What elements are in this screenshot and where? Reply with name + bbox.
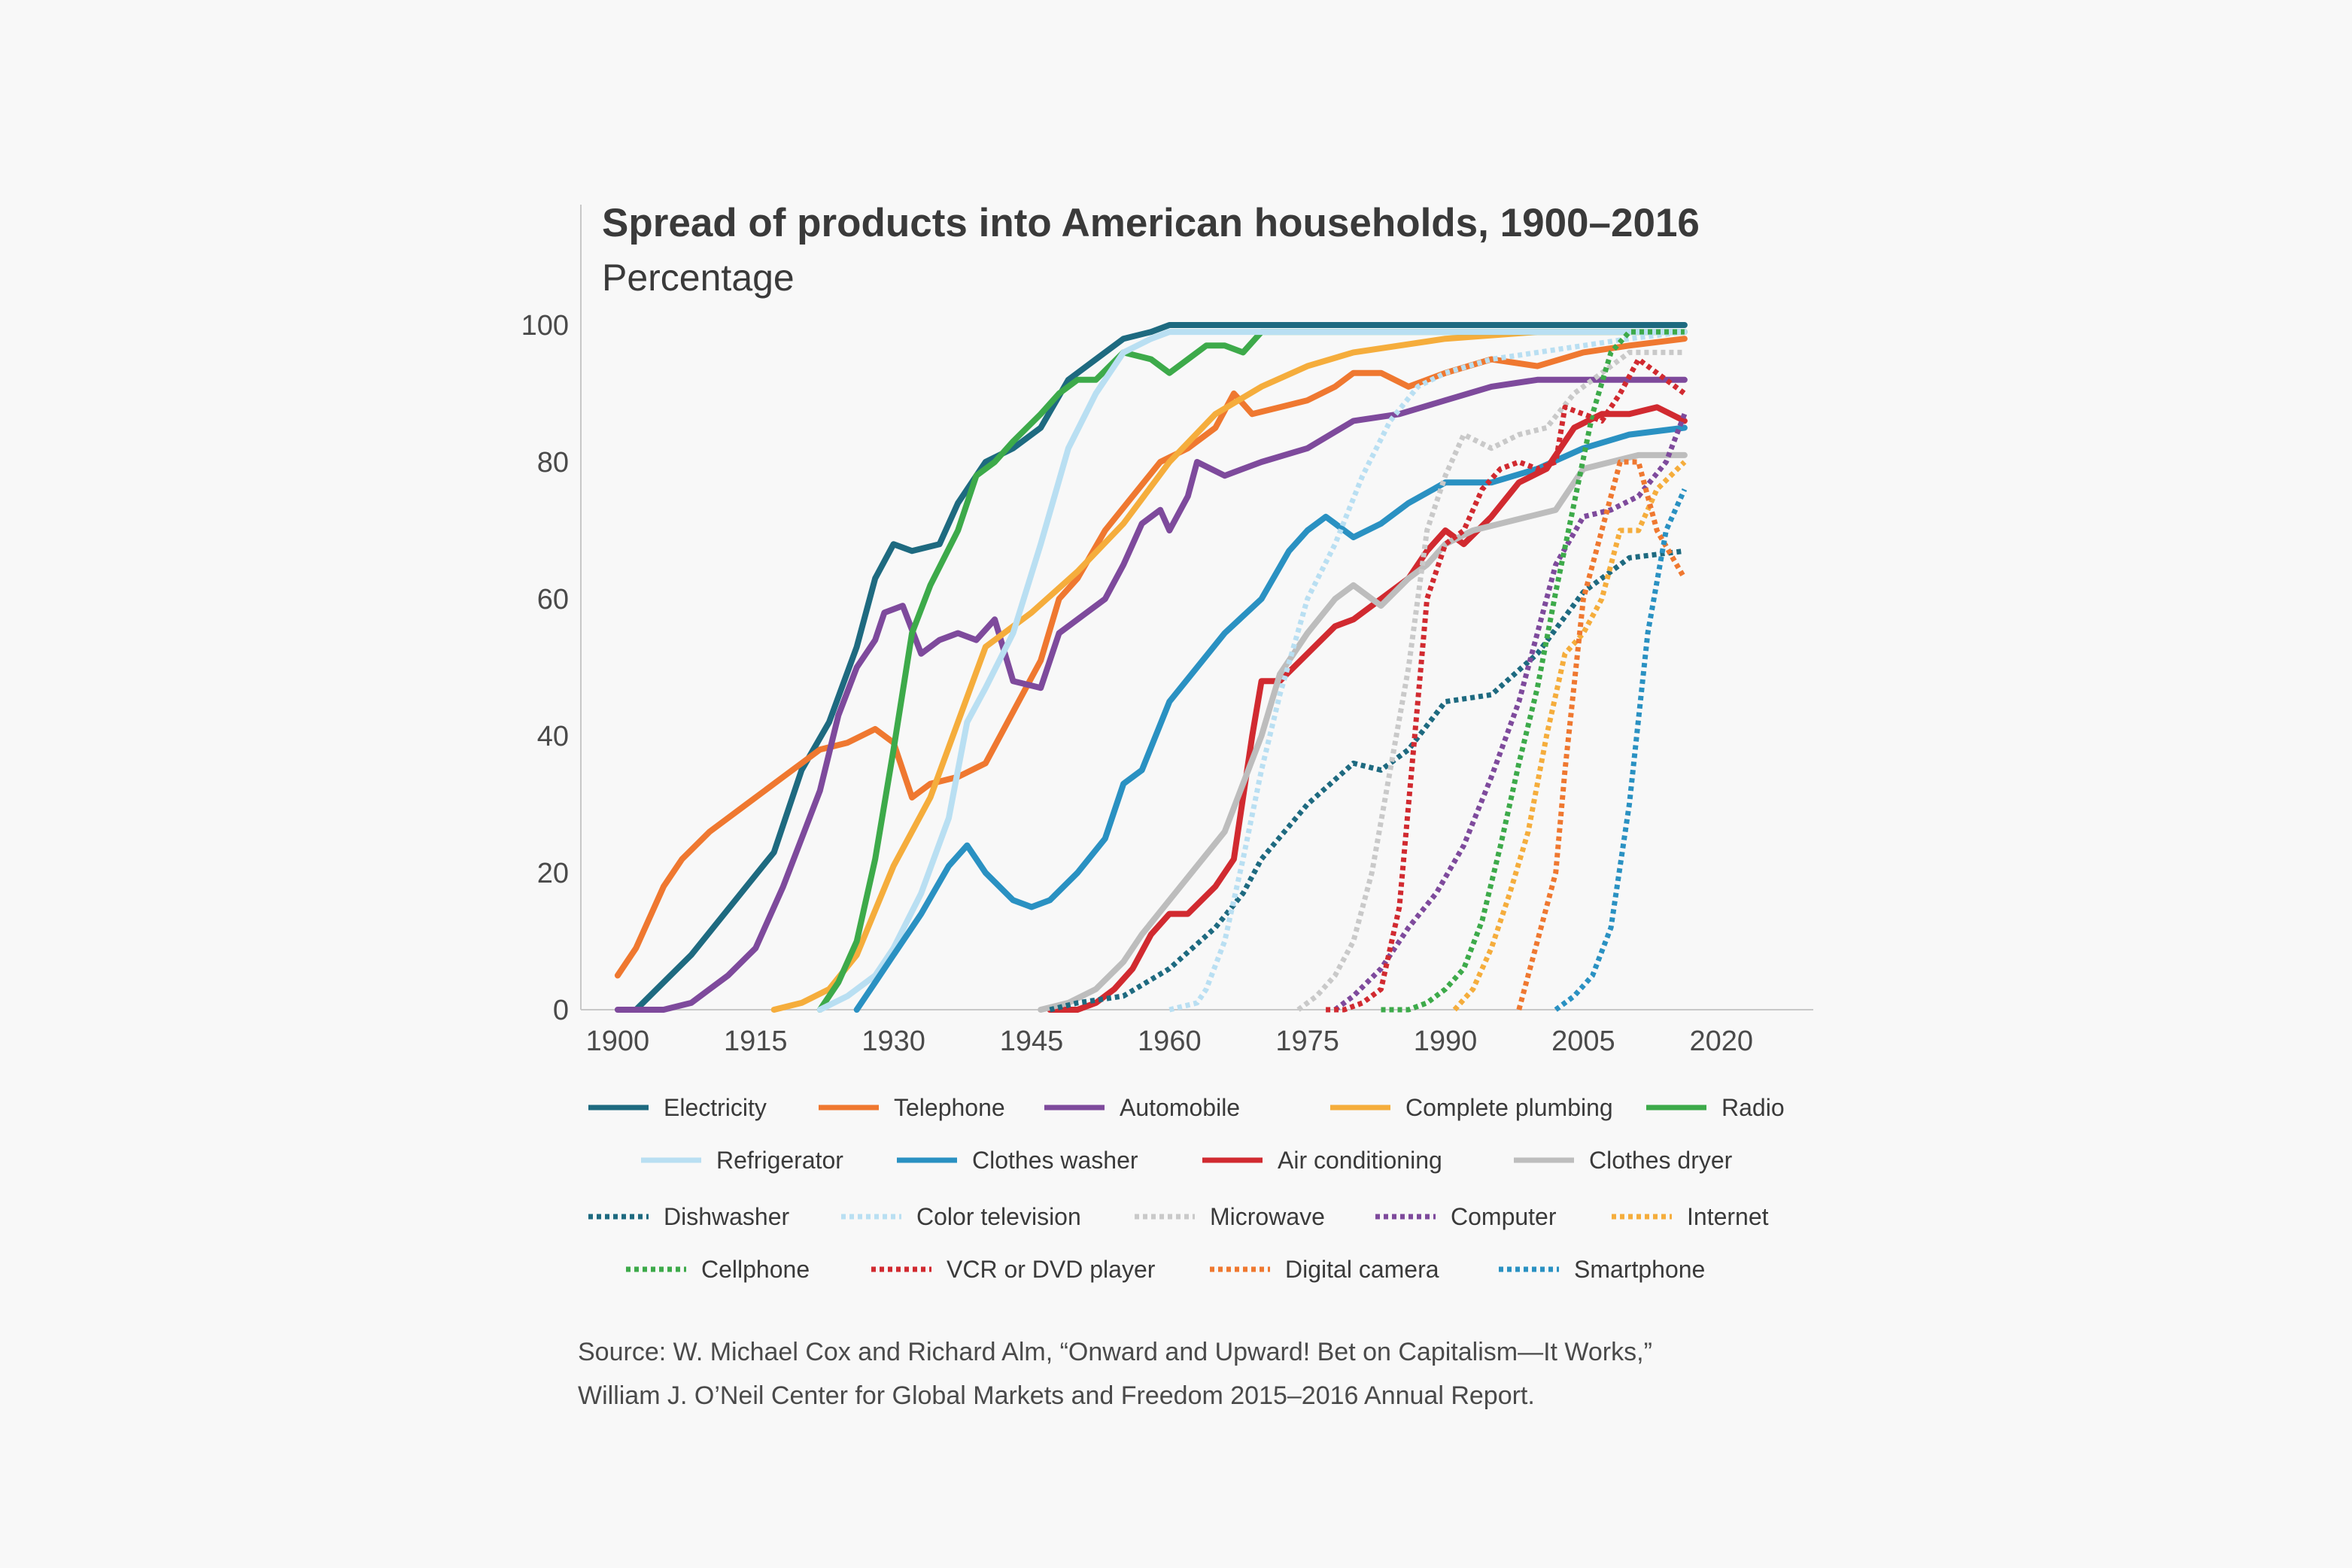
legend-label-automobile: Automobile [1120, 1094, 1240, 1121]
series-line-dishwasher [1049, 548, 1685, 1013]
legend-label-internet: Internet [1687, 1203, 1769, 1230]
series-line-electricity [633, 322, 1688, 1013]
legend-label-refrigerator: Refrigerator [716, 1147, 843, 1174]
series-line-radio [816, 329, 1688, 1013]
series-line-smartphone [1554, 488, 1688, 1012]
legend-label-clothes-dryer: Clothes dryer [1589, 1147, 1733, 1174]
x-tick-label: 2020 [1689, 1026, 1753, 1057]
y-tick-label: 0 [553, 995, 569, 1026]
y-tick-label: 20 [537, 858, 569, 889]
x-tick-label: 1915 [724, 1026, 788, 1057]
x-tick-label: 1975 [1275, 1026, 1339, 1057]
series-line-digital-camera [1516, 459, 1687, 1010]
legend-label-electricity: Electricity [664, 1094, 767, 1121]
legend-label-telephone: Telephone [894, 1094, 1005, 1121]
legend-label-digital-camera: Digital camera [1285, 1256, 1439, 1283]
x-tick-label: 1900 [586, 1026, 650, 1057]
series-line-refrigerator [816, 329, 1688, 1013]
series-lines [614, 322, 1688, 1013]
series-line-color-television [1168, 329, 1685, 1013]
series-line-internet [1452, 460, 1687, 1012]
legend-label-vcr-or-dvd-player: VCR or DVD player [947, 1256, 1156, 1283]
legend-label-clothes-washer: Clothes washer [972, 1147, 1138, 1174]
series-line-vcr-or-dvd-player [1326, 357, 1686, 1013]
y-tick-label: 80 [537, 447, 569, 479]
source-line: Source: W. Michael Cox and Richard Alm, … [578, 1338, 1652, 1366]
y-tick-label: 100 [521, 310, 569, 342]
legend-label-dishwasher: Dishwasher [664, 1203, 790, 1230]
series-line-clothes-dryer [1038, 451, 1688, 1013]
legend-label-air-conditioning: Air conditioning [1278, 1147, 1442, 1174]
series-line-clothes-washer [853, 424, 1688, 1013]
series-line-microwave [1296, 349, 1685, 1012]
x-tick-label: 1930 [861, 1026, 925, 1057]
x-tick-label: 1945 [1000, 1026, 1064, 1057]
series-line-automobile [614, 376, 1688, 1013]
series-line-cellphone [1381, 329, 1685, 1013]
y-tick-label: 60 [537, 584, 569, 615]
chart-subtitle: Percentage [602, 257, 795, 299]
legend-label-microwave: Microwave [1210, 1203, 1325, 1230]
legend-label-smartphone: Smartphone [1574, 1256, 1705, 1283]
legend-label-computer: Computer [1451, 1203, 1557, 1230]
legend-label-cellphone: Cellphone [701, 1256, 810, 1283]
series-line-complete-plumbing [770, 329, 1688, 1013]
legend-label-color-television: Color television [916, 1203, 1081, 1230]
source-note: Source: W. Michael Cox and Richard Alm, … [578, 1338, 1652, 1410]
legend-label-radio: Radio [1721, 1094, 1785, 1121]
x-tick-labels: 1900 1915 1930 1945 1960 1975 1990 2005 2020 [586, 1026, 1753, 1057]
x-tick-label: 1960 [1138, 1026, 1202, 1057]
source-line: William J. O’Neil Center for Global Mark… [578, 1381, 1535, 1410]
series-line-telephone [614, 336, 1688, 979]
y-tick-label: 40 [537, 721, 569, 752]
chart-title: Spread of products into American househo… [602, 201, 1700, 245]
series-line-computer [1333, 413, 1688, 1012]
y-tick-labels: 0 20 40 60 80 100 [521, 310, 569, 1026]
legend-label-complete-plumbing: Complete plumbing [1405, 1094, 1613, 1121]
legend: Electricity Telephone Automobile Complete p… [588, 1094, 1785, 1283]
x-tick-label: 2005 [1551, 1026, 1615, 1057]
x-tick-label: 1990 [1414, 1026, 1478, 1057]
